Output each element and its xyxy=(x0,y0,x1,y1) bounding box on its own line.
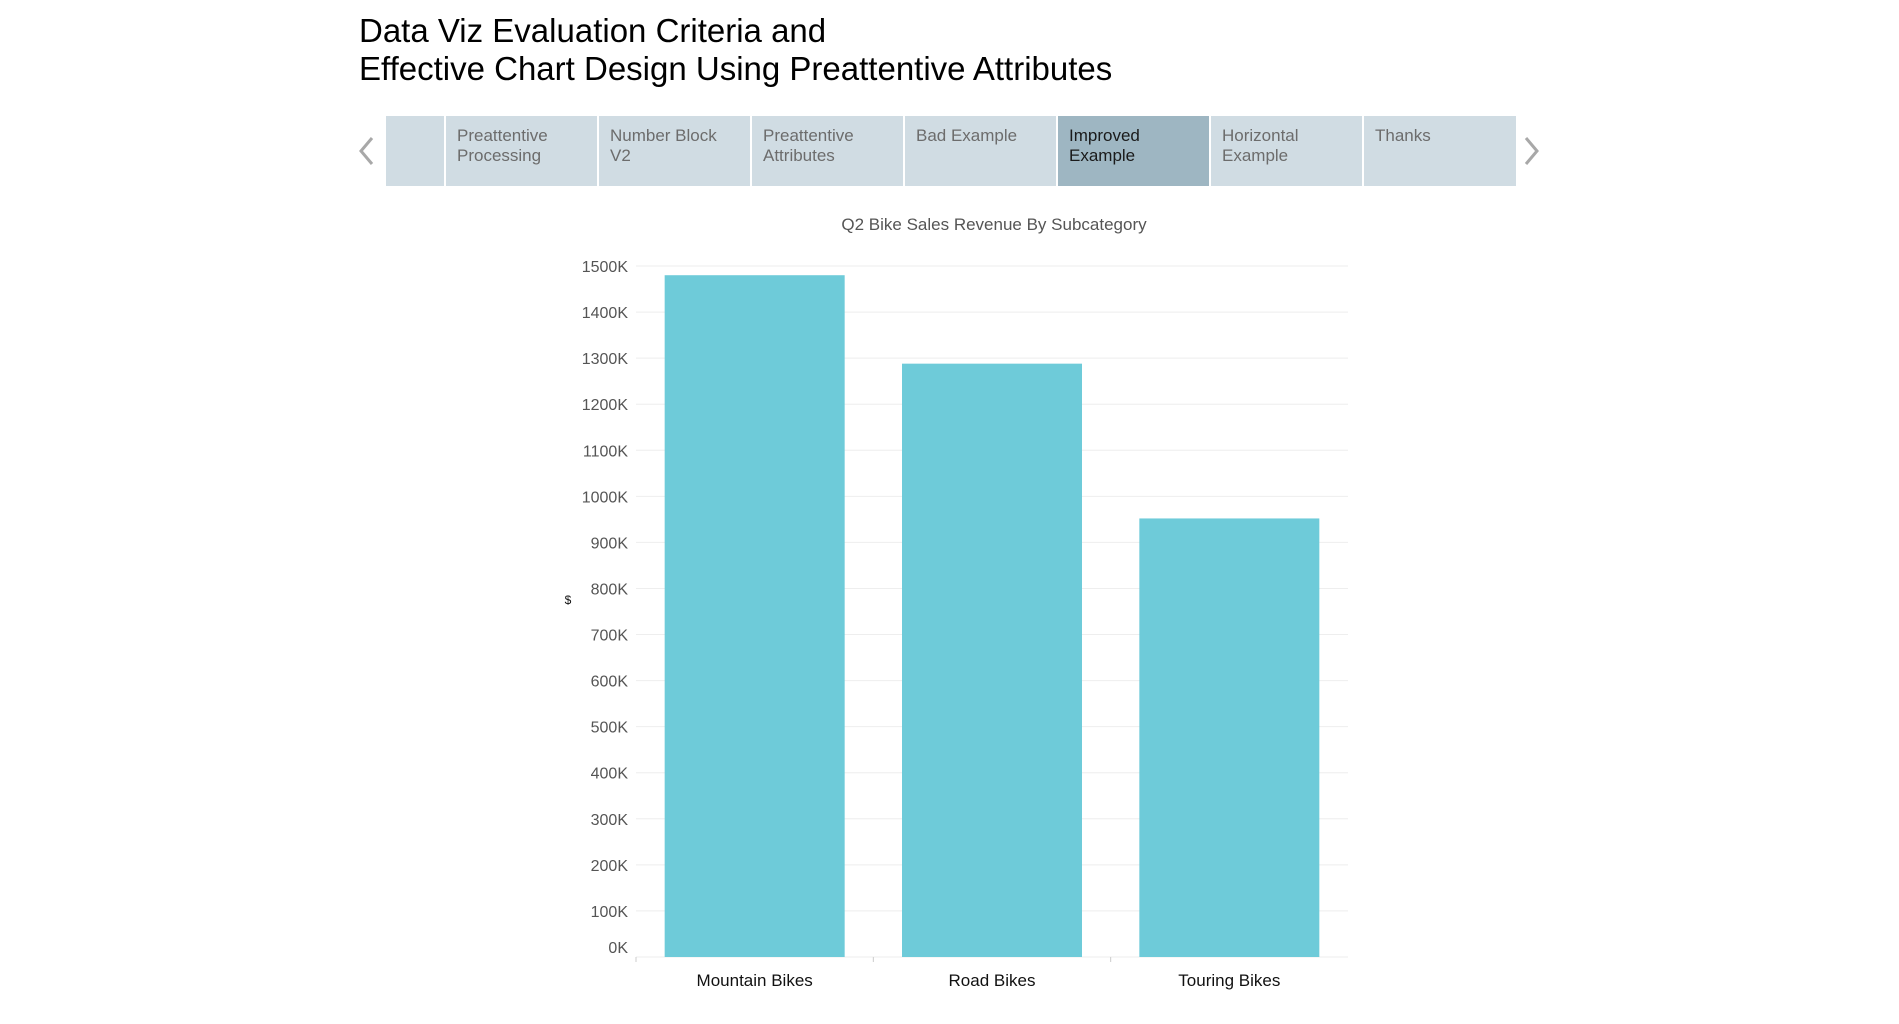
y-tick-label: 1000K xyxy=(582,489,629,506)
previous-point-button[interactable] xyxy=(354,116,380,186)
y-tick-label: 1200K xyxy=(582,397,629,414)
y-tick-label: 900K xyxy=(591,535,629,552)
bar-touring-bikes xyxy=(1139,518,1320,957)
story-title-line-1: Data Viz Evaluation Criteria and xyxy=(359,12,827,49)
y-tick-label: 500K xyxy=(591,720,629,737)
y-tick-label: 1400K xyxy=(582,305,629,322)
tab-preattentive-attributes[interactable]: Preattentive Attributes xyxy=(752,116,903,186)
y-tick-label: 0K xyxy=(608,940,628,957)
y-tick-label: 300K xyxy=(591,812,629,829)
chevron-left-icon xyxy=(359,137,374,165)
y-axis-label: $ xyxy=(565,593,572,607)
y-tick-label: 1100K xyxy=(583,443,628,460)
y-tick-label: 600K xyxy=(591,674,629,691)
tab-bad-example[interactable]: Bad Example xyxy=(905,116,1056,186)
story-point-tabs: Preattentive Processing Number Block V2 … xyxy=(386,116,1516,186)
chevron-right-icon xyxy=(1524,137,1539,165)
y-tick-label: 800K xyxy=(591,581,629,598)
tab-improved-example[interactable]: Improved Example xyxy=(1058,116,1209,186)
tab-thanks[interactable]: Thanks xyxy=(1364,116,1516,186)
x-tick-label: Mountain Bikes xyxy=(697,971,813,990)
next-point-button[interactable] xyxy=(1518,116,1544,186)
tab-number-block-v2[interactable]: Number Block V2 xyxy=(599,116,750,186)
y-tick-label: 700K xyxy=(591,628,629,645)
x-tick-label: Touring Bikes xyxy=(1178,971,1280,990)
y-tick-label: 1500K xyxy=(582,259,629,276)
chart-title: Q2 Bike Sales Revenue By Subcategory xyxy=(841,215,1147,234)
x-tick-label: Road Bikes xyxy=(949,971,1036,990)
tab-preattentive-processing[interactable]: Preattentive Processing xyxy=(446,116,597,186)
chart-canvas: Q2 Bike Sales Revenue By Subcategory 0K 10… xyxy=(565,215,1348,990)
y-tick-label: 200K xyxy=(591,858,629,875)
tab-blank[interactable] xyxy=(386,116,444,186)
bar-chart: Q2 Bike Sales Revenue By Subcategory 0K 10… xyxy=(0,200,1899,1000)
story-title: Data Viz Evaluation Criteria and Effecti… xyxy=(359,12,1112,88)
y-tick-label: 1300K xyxy=(582,351,629,368)
y-tick-label: 100K xyxy=(591,904,629,921)
story-title-line-2: Effective Chart Design Using Preattentiv… xyxy=(359,50,1113,87)
bar-mountain-bikes xyxy=(664,275,845,957)
tab-horizontal-example[interactable]: Horizontal Example xyxy=(1211,116,1362,186)
bar-road-bikes xyxy=(902,363,1082,957)
y-tick-label: 400K xyxy=(591,766,629,783)
